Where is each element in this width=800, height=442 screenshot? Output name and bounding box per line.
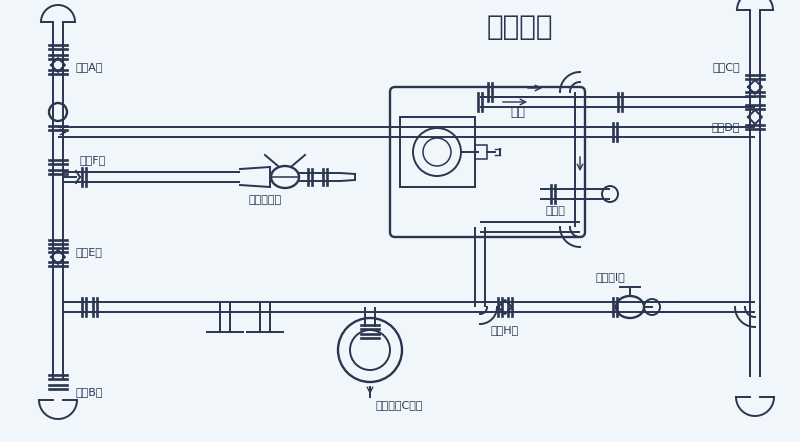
- Text: 球阀D关: 球阀D关: [712, 122, 740, 132]
- Text: 水泵加水: 水泵加水: [486, 13, 554, 41]
- Text: 球阀A关: 球阀A关: [76, 62, 103, 72]
- Bar: [475, 145, 487, 159]
- Text: 球阀C关: 球阀C关: [712, 62, 740, 72]
- Text: 球阀F关: 球阀F关: [80, 155, 106, 165]
- Text: 球阀E关: 球阀E关: [76, 247, 103, 257]
- Text: 球阀B关: 球阀B关: [76, 387, 103, 397]
- Text: 球阀H开: 球阀H开: [491, 325, 519, 335]
- Text: 洒水炮出口: 洒水炮出口: [249, 195, 282, 205]
- Text: 罐体口: 罐体口: [545, 206, 565, 216]
- Text: 三通球阀C加水: 三通球阀C加水: [375, 400, 422, 410]
- Text: 水泵: 水泵: [510, 106, 525, 118]
- Bar: [400, 117, 475, 187]
- Text: 消防栓I关: 消防栓I关: [595, 272, 625, 282]
